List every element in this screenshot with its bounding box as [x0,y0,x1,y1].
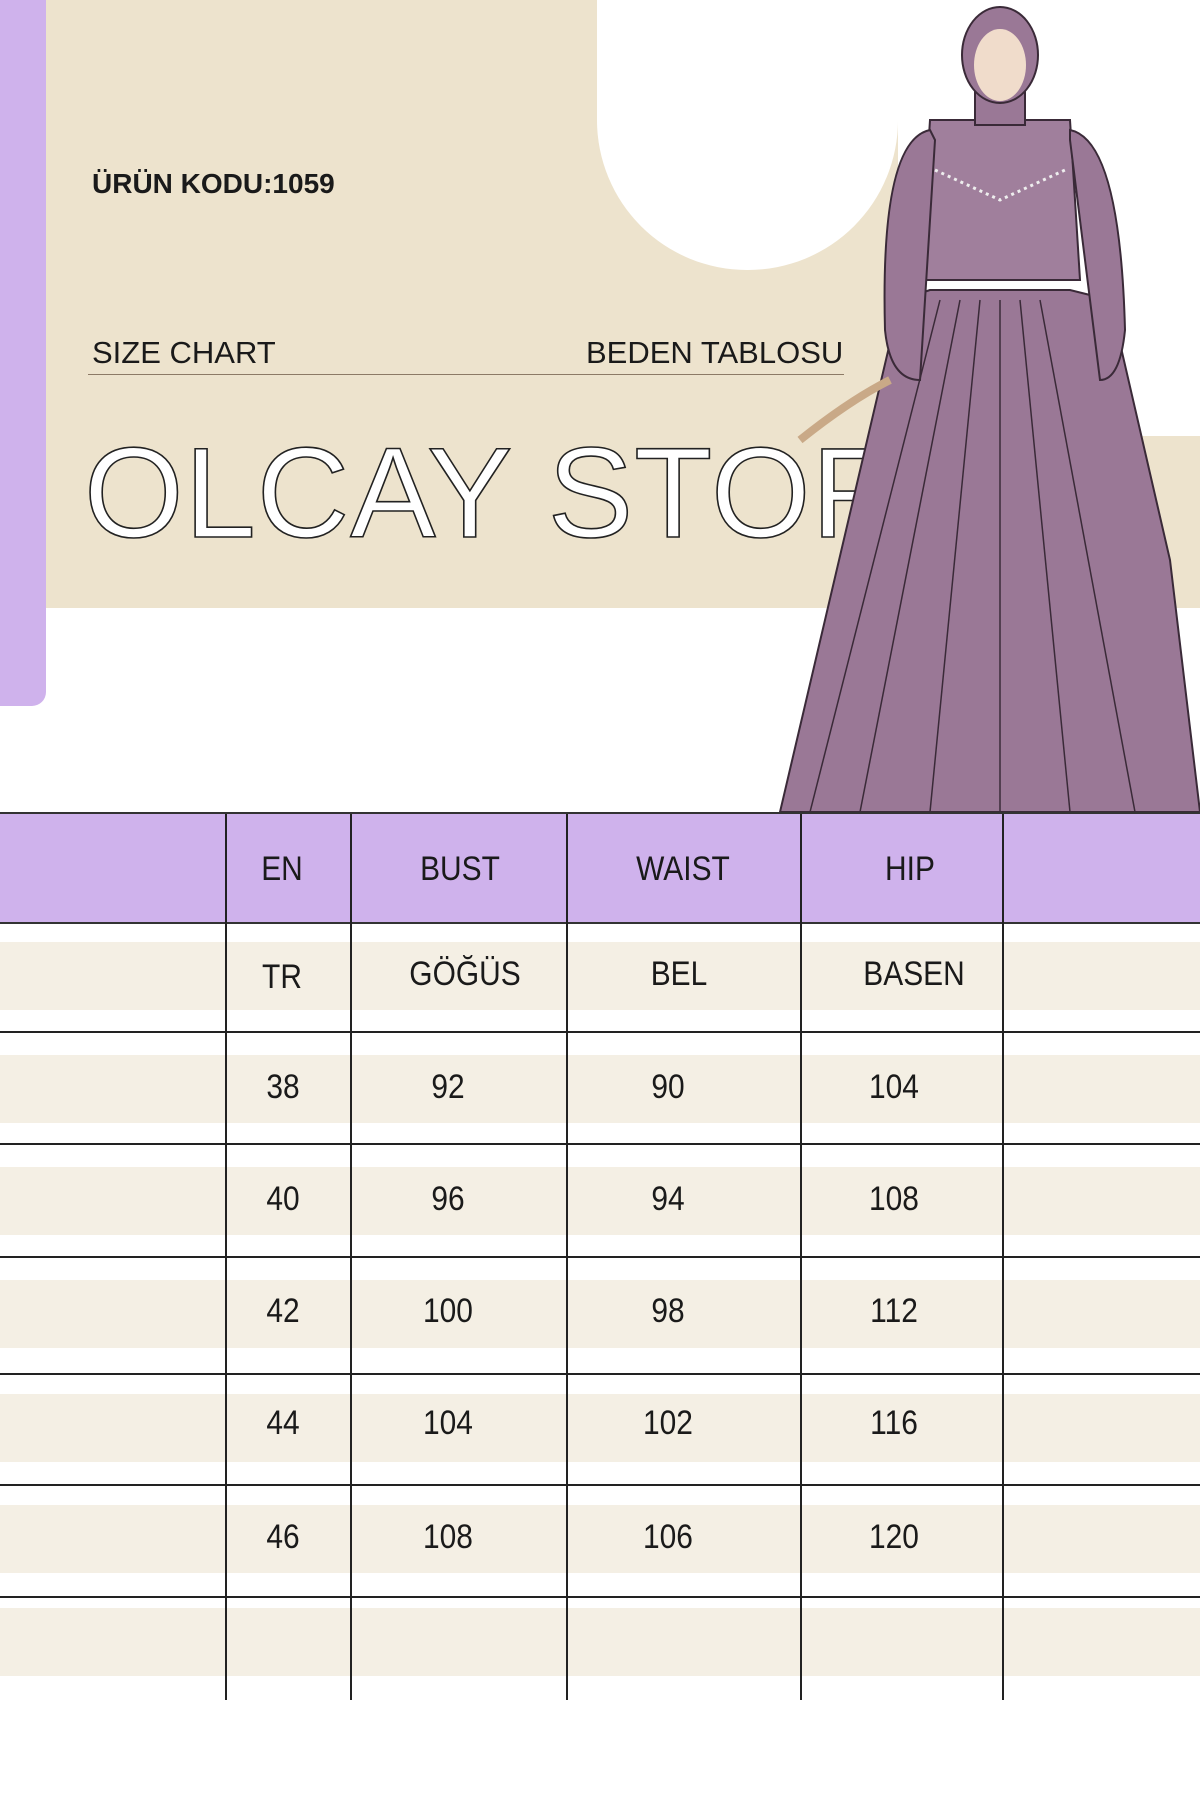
column-divider [1002,814,1004,1700]
row-band [0,942,1200,1010]
brand-logo: OLCAY STORE [83,421,992,566]
header-bel: BEL [650,955,708,993]
cell-bust: 104 [423,1404,473,1442]
cell-hip: 108 [869,1180,919,1218]
cell-bust: 100 [423,1292,473,1330]
dress-illustration [778,6,1200,812]
product-code: ÜRÜN KODU:1059 [92,168,335,199]
cell-size: 42 [266,1292,300,1330]
cell-hip: 116 [870,1404,918,1442]
cell-waist: 106 [643,1518,693,1556]
header-hip: HIP [885,850,935,888]
cell-waist: 102 [643,1404,693,1442]
row-band [0,1167,1200,1235]
row-divider [0,1484,1200,1486]
row-divider [0,1596,1200,1598]
row-divider [0,1256,1200,1258]
cell-bust: 92 [431,1068,465,1106]
cell-size: 46 [266,1518,300,1556]
cell-waist: 98 [651,1292,685,1330]
row-band [0,1608,1200,1676]
cell-size: 38 [266,1068,300,1106]
column-divider [225,814,227,1700]
cell-waist: 90 [651,1068,685,1106]
cell-bust: 108 [423,1518,473,1556]
header-bust: BUST [420,850,500,888]
row-band [0,1055,1200,1123]
cell-size: 40 [266,1180,300,1218]
header-basen: BASEN [863,955,965,993]
accent-bar [0,0,46,706]
header-tr: TR [262,958,302,996]
header-en: EN [261,850,303,888]
size-table: EN BUST WAIST HIP TR GÖĞÜS BEL BASEN 38 9… [0,812,1200,1700]
header-gogus: GÖĞÜS [409,955,521,993]
row-band [0,1280,1200,1348]
table-header-row [0,812,1200,924]
cell-hip: 112 [870,1292,918,1330]
row-band [0,1505,1200,1573]
row-divider [0,1143,1200,1145]
column-divider [350,814,352,1700]
cell-size: 44 [266,1404,300,1442]
header-waist: WAIST [636,850,730,888]
cell-waist: 94 [651,1180,685,1218]
cell-hip: 104 [869,1068,919,1106]
cell-bust: 96 [431,1180,465,1218]
row-divider [0,1031,1200,1033]
column-divider [800,814,802,1700]
size-chart-label-tr: BEDEN TABLOSU [586,335,844,370]
cell-hip: 120 [869,1518,919,1556]
column-divider [566,814,568,1700]
divider [88,374,844,375]
row-band [0,1394,1200,1462]
size-chart-label: SIZE CHART [92,335,276,370]
decorative-arch [597,0,898,270]
row-divider [0,1373,1200,1375]
